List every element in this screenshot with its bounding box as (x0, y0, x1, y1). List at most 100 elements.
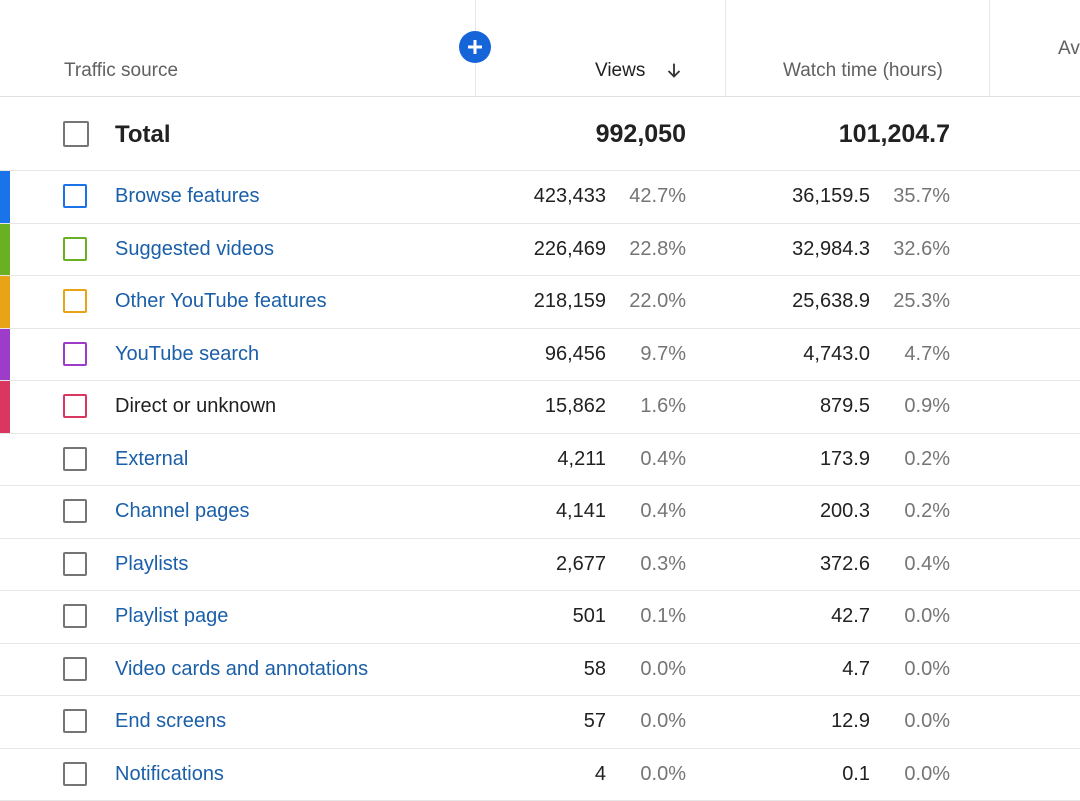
watch-time-percent: 0.0% (904, 657, 950, 680)
table-row: External 4,211 0.4% 173.9 0.2% (0, 433, 1080, 486)
views-value: 57 (583, 710, 606, 732)
watch-time-value: 42.7 (831, 605, 870, 627)
watch-time-percent: 4.7% (904, 342, 950, 365)
watch-time-value: 372.6 (819, 552, 870, 575)
views-percent: 0.0% (640, 657, 686, 680)
watch-time-percent: 0.9% (904, 395, 950, 417)
traffic-source-link[interactable]: End screens (115, 710, 227, 732)
views-value: 2,677 (555, 552, 606, 575)
table-row: Video cards and annotations 58 0.0% 4.7 … (0, 643, 1080, 696)
views-percent: 0.4% (640, 447, 686, 470)
views-value: 226,469 (533, 237, 606, 260)
row-checkbox[interactable] (63, 709, 87, 733)
views-value: 96,456 (544, 342, 606, 365)
row-checkbox[interactable] (63, 289, 87, 313)
table-row: Suggested videos 226,469 22.8% 32,984.3 … (0, 223, 1080, 276)
traffic-source-link[interactable]: Playlists (115, 552, 189, 575)
table-row: Channel pages 4,141 0.4% 200.3 0.2% (0, 486, 1080, 539)
views-value: 58 (583, 657, 606, 680)
row-checkbox[interactable] (63, 394, 87, 418)
table-row: Direct or unknown 15,862 1.6% 879.5 0.9% (0, 381, 1080, 434)
table-row: Browse features 423,433 42.7% 36,159.5 3… (0, 171, 1080, 224)
views-percent: 9.7% (640, 342, 686, 365)
table-row: Playlist page 501 0.1% 42.7 0.0% (0, 591, 1080, 644)
table-row: End screens 57 0.0% 12.9 0.0% (0, 696, 1080, 749)
traffic-source-link[interactable]: Notifications (115, 762, 224, 785)
row-checkbox[interactable] (63, 761, 87, 786)
traffic-source-link[interactable]: YouTube search (115, 342, 260, 365)
views-value: 501 (572, 605, 606, 627)
total-row: Total 992,050 101,204.7 (0, 97, 1080, 171)
table-row: Other YouTube features 218,159 22.0% 25,… (0, 276, 1080, 329)
watch-time-percent: 25.3% (893, 290, 950, 312)
watch-time-value: 25,638.9 (792, 290, 870, 312)
views-percent: 0.0% (640, 710, 686, 732)
traffic-source-link[interactable]: External (115, 447, 189, 470)
watch-time-percent: 0.2% (904, 500, 950, 522)
watch-time-value: 4.7 (842, 657, 870, 680)
watch-time-percent: 0.0% (904, 710, 950, 732)
series-color-bar (0, 223, 10, 275)
total-watch-time: 101,204.7 (838, 120, 950, 148)
watch-time-value: 879.5 (819, 395, 870, 417)
watch-time-value: 0.1 (842, 762, 870, 785)
table-row: Notifications 4 0.0% 0.1 0.0% (0, 748, 1080, 801)
table-row: YouTube search 96,456 9.7% 4,743.0 4.7% (0, 328, 1080, 381)
views-value: 218,159 (533, 290, 606, 312)
traffic-source-link[interactable]: Video cards and annotations (115, 657, 369, 680)
watch-time-value: 12.9 (831, 710, 870, 732)
watch-time-percent: 32.6% (893, 237, 950, 260)
watch-time-value: 200.3 (819, 500, 870, 522)
watch-time-value: 32,984.3 (792, 237, 870, 260)
views-value: 15,862 (544, 395, 606, 417)
watch-time-percent: 0.0% (904, 605, 950, 627)
row-checkbox[interactable] (63, 551, 87, 576)
row-checkbox[interactable] (63, 499, 87, 523)
header-traffic-source[interactable]: Traffic source (64, 60, 179, 81)
total-views: 992,050 (595, 120, 686, 148)
row-checkbox[interactable] (63, 604, 87, 628)
header-next-column[interactable]: Av (1058, 38, 1080, 59)
watch-time-value: 4,743.0 (803, 342, 870, 365)
watch-time-percent: 0.2% (904, 447, 950, 470)
row-checkbox[interactable] (63, 236, 87, 261)
views-percent: 1.6% (640, 395, 686, 417)
views-percent: 0.3% (640, 552, 686, 575)
traffic-source-link[interactable]: Channel pages (115, 500, 250, 522)
views-value: 423,433 (533, 185, 606, 207)
watch-time-percent: 35.7% (893, 185, 950, 207)
total-label: Total (115, 121, 171, 148)
traffic-source-link[interactable]: Other YouTube features (115, 290, 327, 312)
row-checkbox[interactable] (63, 341, 87, 366)
row-checkbox[interactable] (63, 446, 87, 471)
watch-time-percent: 0.0% (904, 762, 950, 785)
traffic-source-link[interactable]: Playlist page (115, 605, 229, 627)
traffic-source-link[interactable]: Suggested videos (115, 237, 275, 260)
views-value: 4,141 (555, 500, 606, 522)
arrow-down-icon[interactable] (663, 60, 685, 82)
views-percent: 0.0% (640, 762, 686, 785)
traffic-source-link[interactable]: Direct or unknown (115, 395, 277, 417)
views-value: 4,211 (557, 447, 606, 470)
header-views[interactable]: Views (595, 60, 646, 81)
views-value: 4 (594, 762, 606, 785)
views-percent: 22.0% (629, 290, 686, 312)
add-column-button[interactable] (459, 31, 491, 63)
views-percent: 42.7% (629, 185, 686, 207)
row-checkbox[interactable] (63, 656, 87, 681)
series-color-bar (0, 381, 10, 433)
traffic-source-link[interactable]: Browse features (115, 185, 260, 207)
views-percent: 0.4% (640, 500, 686, 522)
table-header: Traffic source Views Watch time (hours) … (0, 0, 1080, 97)
series-color-bar (0, 171, 10, 223)
views-percent: 22.8% (629, 237, 686, 260)
plus-icon (468, 40, 482, 54)
total-checkbox[interactable] (63, 121, 89, 147)
row-checkbox[interactable] (63, 184, 87, 208)
header-watch-time[interactable]: Watch time (hours) (783, 60, 943, 81)
series-color-bar (0, 276, 10, 328)
watch-time-percent: 0.4% (904, 552, 950, 575)
watch-time-value: 36,159.5 (792, 185, 870, 207)
table-row: Playlists 2,677 0.3% 372.6 0.4% (0, 538, 1080, 591)
